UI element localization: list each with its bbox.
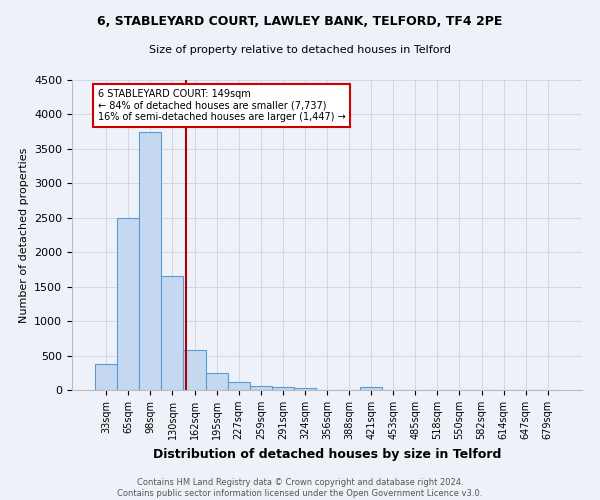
Y-axis label: Number of detached properties: Number of detached properties xyxy=(19,148,29,322)
Bar xyxy=(294,388,316,390)
Bar xyxy=(139,132,161,390)
Bar xyxy=(161,276,184,390)
Bar xyxy=(360,386,382,390)
Text: Size of property relative to detached houses in Telford: Size of property relative to detached ho… xyxy=(149,45,451,55)
Text: 6 STABLEYARD COURT: 149sqm
← 84% of detached houses are smaller (7,737)
16% of s: 6 STABLEYARD COURT: 149sqm ← 84% of deta… xyxy=(97,90,345,122)
Text: Contains HM Land Registry data © Crown copyright and database right 2024.
Contai: Contains HM Land Registry data © Crown c… xyxy=(118,478,482,498)
Bar xyxy=(117,218,139,390)
Text: 6, STABLEYARD COURT, LAWLEY BANK, TELFORD, TF4 2PE: 6, STABLEYARD COURT, LAWLEY BANK, TELFOR… xyxy=(97,15,503,28)
Bar xyxy=(227,382,250,390)
Bar xyxy=(184,350,206,390)
Bar xyxy=(250,386,272,390)
Bar xyxy=(206,374,227,390)
Bar xyxy=(95,364,117,390)
X-axis label: Distribution of detached houses by size in Telford: Distribution of detached houses by size … xyxy=(153,448,501,460)
Bar xyxy=(272,387,294,390)
